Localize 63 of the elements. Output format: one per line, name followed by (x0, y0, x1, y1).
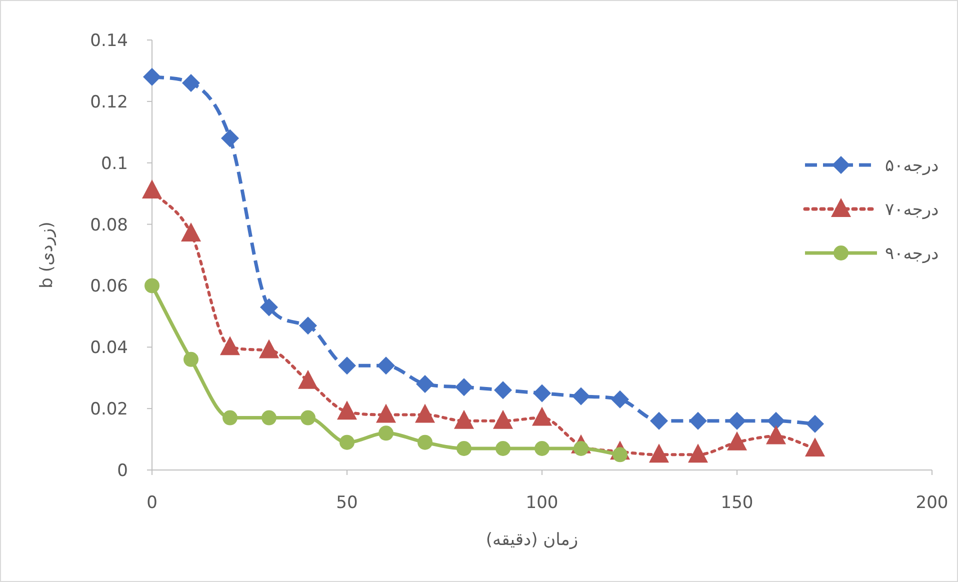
point (377, 356, 395, 375)
point (418, 434, 432, 450)
x-axis-title: زمان (دقیقه) (486, 530, 578, 550)
x-tick-label: 100 (526, 493, 558, 513)
point (259, 339, 279, 358)
point (572, 387, 590, 406)
point (221, 129, 239, 148)
point (416, 375, 434, 393)
point (649, 444, 669, 463)
point (494, 381, 512, 400)
y-tick-label: 0.08 (90, 215, 128, 236)
x-tick-label: 0 (146, 493, 158, 513)
point (378, 426, 394, 441)
point (376, 404, 396, 423)
y-axis-title: b (زردی) (37, 222, 57, 288)
y-tick-label: 0.06 (90, 276, 128, 297)
legend-label: درجه۹۰ (885, 244, 939, 264)
point (220, 336, 240, 356)
point (300, 410, 316, 426)
point (496, 441, 510, 456)
point (415, 404, 435, 423)
y-tick-label: 0.12 (90, 92, 128, 112)
point (650, 412, 668, 430)
point (611, 390, 629, 408)
point (805, 438, 825, 456)
point (260, 298, 278, 316)
point (181, 222, 201, 242)
point (534, 441, 550, 456)
point (456, 441, 472, 456)
point (299, 316, 317, 335)
point (182, 74, 200, 92)
point (340, 434, 354, 450)
point (806, 414, 824, 433)
y-tick-label: 0.1 (100, 154, 128, 174)
point (533, 384, 551, 402)
point (455, 378, 473, 396)
y-tick-label: 0.02 (90, 400, 128, 420)
point (532, 406, 552, 426)
y-tick-label: 0 (117, 461, 128, 481)
point (766, 425, 786, 444)
point (688, 444, 708, 463)
point (143, 68, 161, 86)
legend-label: درجه۷۰ (885, 200, 939, 220)
point (298, 370, 318, 389)
point (454, 410, 474, 429)
point (727, 431, 747, 450)
point (144, 278, 160, 294)
point (142, 180, 162, 198)
y-tick-label: 0.14 (90, 31, 128, 51)
point (338, 356, 356, 375)
x-tick-label: 50 (336, 493, 358, 513)
point (184, 352, 198, 367)
point (262, 410, 276, 426)
x-tick-label: 150 (720, 493, 754, 513)
x-tick-label: 200 (916, 493, 948, 513)
point (728, 412, 746, 430)
y-tick-label: 0.04 (90, 338, 128, 358)
point (493, 410, 513, 429)
point (767, 412, 785, 430)
legend-label: درجه۵۰ (885, 156, 939, 176)
point (337, 400, 357, 420)
point (222, 410, 238, 426)
point (689, 412, 707, 430)
